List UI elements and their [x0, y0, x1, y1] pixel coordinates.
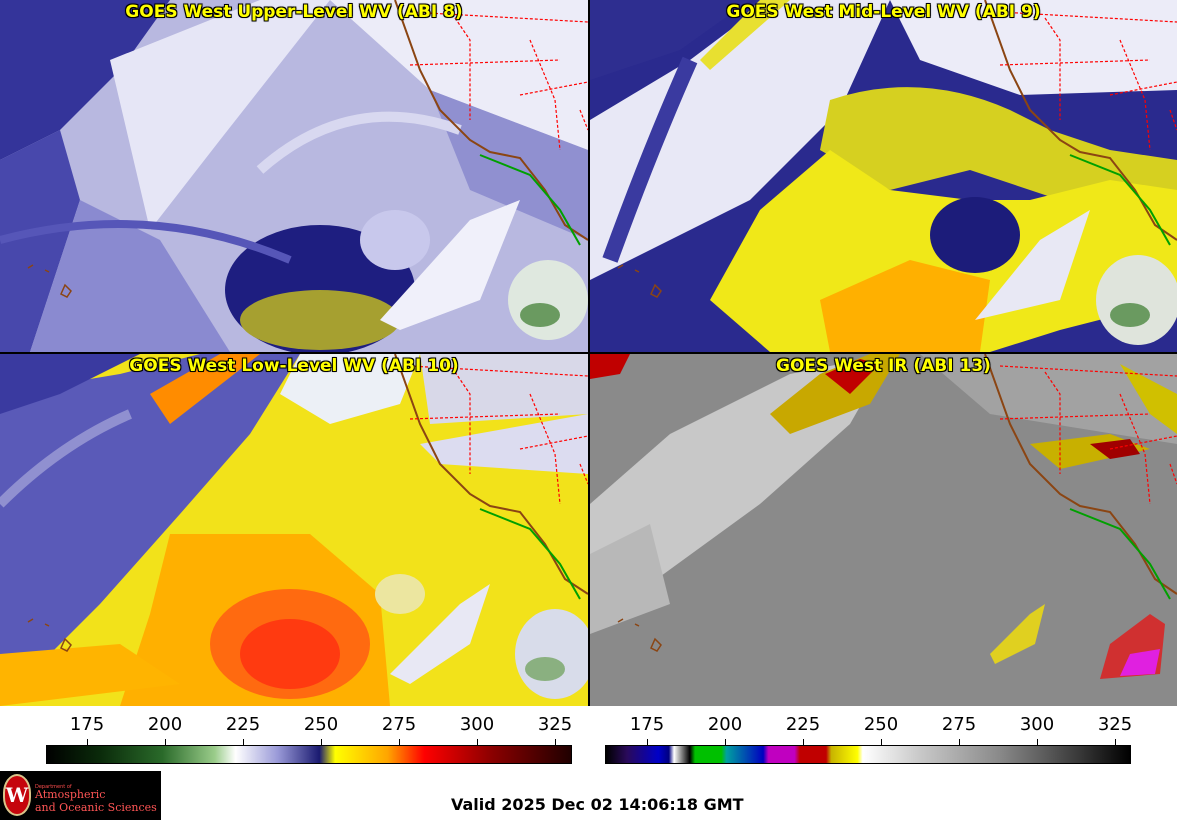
wv-tick-mark: [321, 739, 322, 745]
ir-panel: GOES West IR (ABI 13): [590, 354, 1177, 706]
ir-colorbar: [605, 745, 1131, 764]
logo-line-1: Department of: [35, 784, 72, 790]
ir-tick-mark: [803, 739, 804, 745]
ir-image: [590, 354, 1177, 706]
ir-tick-label: 250: [863, 714, 899, 735]
ir-tick-label: 325: [1097, 714, 1133, 735]
wv-tick-label: 275: [381, 714, 417, 735]
ir-tick-mark: [1037, 739, 1038, 745]
panel-divider-horizontal: [0, 352, 1177, 354]
wv-tick-label: 300: [459, 714, 495, 735]
ir-tick-label: 175: [629, 714, 665, 735]
logo-line-2: Atmospheric: [35, 788, 106, 801]
wv-tick-mark: [243, 739, 244, 745]
wv-tick-mark: [165, 739, 166, 745]
wv-tick-mark: [87, 739, 88, 745]
ir-tick-mark: [881, 739, 882, 745]
valid-time: Valid 2025 Dec 02 14:06:18 GMT: [451, 795, 744, 814]
mid-level-wv-panel: GOES West Mid-Level WV (ABI 9): [590, 0, 1177, 352]
wv-tick-label: 175: [69, 714, 105, 735]
low-level-wv-image: [0, 354, 588, 706]
wv-tick-label: 200: [147, 714, 183, 735]
upper-level-wv-panel: GOES West Upper-Level WV (ABI 8): [0, 0, 588, 352]
ir-tick-mark: [1115, 739, 1116, 745]
ir-title: GOES West IR (ABI 13): [776, 356, 991, 376]
wv-tick-label: 250: [303, 714, 339, 735]
ir-tick-label: 275: [941, 714, 977, 735]
upper-level-wv-image: [0, 0, 588, 352]
wv-colorbar: [46, 745, 572, 764]
ir-tick-label: 200: [707, 714, 743, 735]
uw-seal-icon: W: [3, 774, 31, 816]
ir-tick-label: 225: [785, 714, 821, 735]
ir-tick-mark: [959, 739, 960, 745]
wv-tick-mark: [555, 739, 556, 745]
ir-tick-label: 300: [1019, 714, 1055, 735]
ir-tick-mark: [725, 739, 726, 745]
wv-tick-label: 325: [537, 714, 573, 735]
aos-logo: W Department of Atmospheric and Oceanic …: [0, 771, 161, 820]
wv-tick-label: 225: [225, 714, 261, 735]
mid-level-wv-image: [590, 0, 1177, 352]
upper-level-wv-title: GOES West Upper-Level WV (ABI 8): [125, 2, 463, 22]
low-level-wv-panel: GOES West Low-Level WV (ABI 10): [0, 354, 588, 706]
low-level-wv-title: GOES West Low-Level WV (ABI 10): [129, 356, 459, 376]
ir-tick-mark: [647, 739, 648, 745]
wv-tick-mark: [477, 739, 478, 745]
logo-line-3: and Oceanic Sciences: [35, 801, 157, 814]
wv-tick-mark: [399, 739, 400, 745]
mid-level-wv-title: GOES West Mid-Level WV (ABI 9): [726, 2, 1041, 22]
